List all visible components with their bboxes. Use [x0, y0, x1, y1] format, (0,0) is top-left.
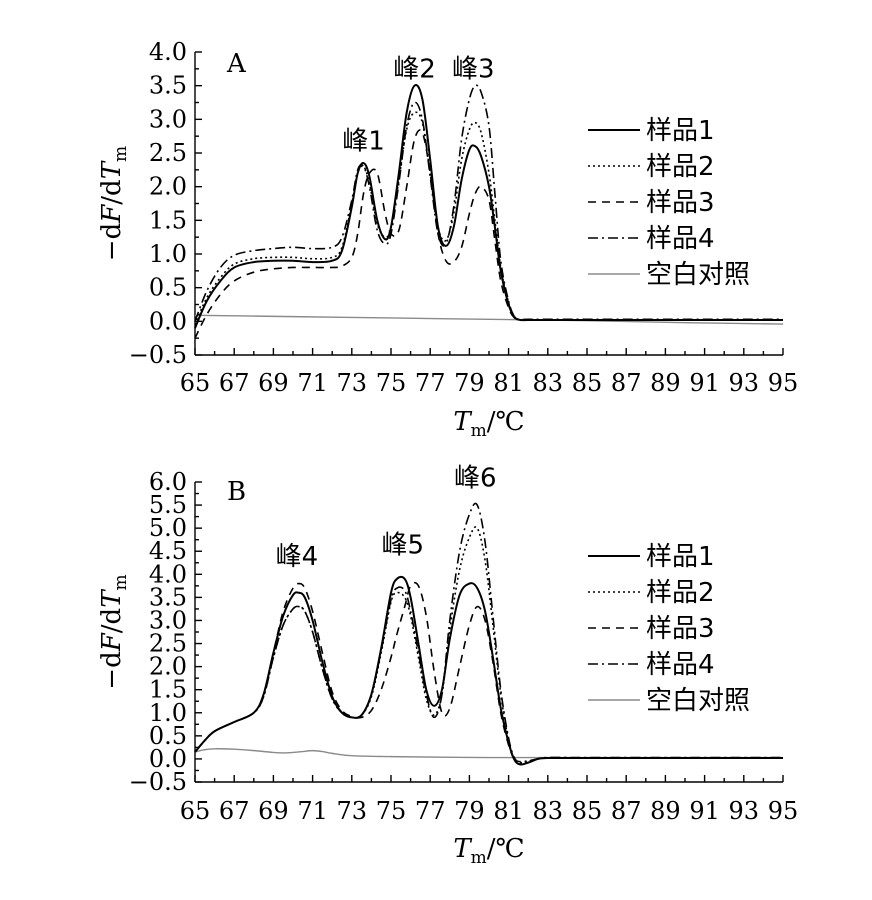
y-tick-label: 2.5 — [149, 139, 187, 167]
y-tick-label: 0.0 — [149, 307, 187, 335]
x-tick-label: 73 — [337, 797, 368, 825]
x-tick-label: 87 — [611, 369, 642, 397]
y-tick-label: −0.5 — [129, 341, 187, 369]
legend-entry: 空白对照 — [646, 686, 750, 716]
x-tick-label: 77 — [415, 369, 446, 397]
legend-entry: 样品2 — [646, 578, 715, 608]
y-tick-label: 3.0 — [149, 606, 187, 634]
legend-entry: 样品2 — [646, 152, 715, 182]
x-tick-label: 95 — [768, 369, 799, 397]
x-tick-label: 69 — [258, 797, 289, 825]
y-tick-label: 3.5 — [149, 72, 187, 100]
legend-entry: 样品4 — [646, 650, 715, 680]
x-tick-label: 71 — [297, 369, 328, 397]
y-tick-label: 3.5 — [149, 583, 187, 611]
peak-label: 峰1 — [342, 127, 385, 157]
y-tick-label: 0.5 — [149, 274, 187, 302]
x-tick-label: 85 — [572, 797, 603, 825]
x-tick-label: 75 — [376, 369, 407, 397]
legend-entry: 样品3 — [646, 614, 715, 644]
peak-label: 峰6 — [454, 464, 497, 494]
chart-panel-A: −0.5 0.0 0.5 1.0 1.5 2.0 2.5 3.0 3.5 4.0 65 67 69 71 7… — [97, 38, 798, 441]
x-tick-label: 81 — [493, 369, 524, 397]
y-tick-label: 6.0 — [149, 468, 187, 496]
legend-entry: 样品1 — [646, 116, 715, 146]
x-tick-label: 85 — [572, 369, 603, 397]
y-axis-label: −dF/dTm — [97, 574, 131, 689]
x-tick-label: 65 — [180, 797, 211, 825]
series-line-1 — [194, 575, 783, 766]
series-line-3 — [194, 581, 783, 766]
panel-label: B — [227, 477, 246, 507]
x-tick-label: 75 — [376, 797, 407, 825]
x-tick-label: 89 — [650, 369, 681, 397]
peak-label: 峰3 — [452, 55, 495, 85]
y-tick-label: 4.0 — [149, 38, 187, 66]
y-tick-label: 1.5 — [149, 676, 187, 704]
x-tick-label: 95 — [768, 797, 799, 825]
x-tick-label: 71 — [297, 797, 328, 825]
x-axis-label: Tm/℃ — [453, 407, 524, 441]
series-line-5 — [194, 748, 783, 759]
x-tick-label: 91 — [689, 369, 720, 397]
y-axis-label: −dF/dTm — [97, 146, 131, 261]
x-tick-label: 91 — [689, 797, 720, 825]
x-axis-label: Tm/℃ — [453, 834, 524, 868]
y-tick-label: 4.5 — [149, 537, 187, 565]
y-tick-label: 4.0 — [149, 560, 187, 588]
x-tick-label: 69 — [258, 369, 289, 397]
y-tick-label: −0.5 — [129, 768, 187, 796]
legend-entry: 样品3 — [646, 188, 715, 218]
y-tick-label: 2.5 — [149, 630, 187, 658]
y-tick-label: 1.0 — [149, 699, 187, 727]
x-tick-label: 77 — [415, 797, 446, 825]
x-tick-label: 65 — [180, 369, 211, 397]
x-tick-label: 81 — [493, 797, 524, 825]
legend-entry: 样品4 — [646, 224, 715, 254]
series-line-5 — [194, 314, 784, 325]
y-tick-label: 2.0 — [149, 173, 187, 201]
x-tick-label: 67 — [219, 369, 250, 397]
y-tick-label: 3.0 — [149, 105, 187, 133]
peak-label: 峰2 — [393, 55, 436, 85]
y-tick-label: 0.5 — [149, 722, 187, 750]
y-tick-label: 5.0 — [149, 514, 187, 542]
x-tick-label: 89 — [650, 797, 681, 825]
peak-label: 峰4 — [276, 542, 319, 572]
y-tick-label: 1.5 — [149, 206, 187, 234]
x-tick-label: 79 — [454, 369, 485, 397]
x-tick-label: 79 — [454, 797, 485, 825]
y-tick-label: 1.0 — [149, 240, 187, 268]
x-tick-label: 83 — [533, 797, 564, 825]
y-tick-label: 0.0 — [149, 745, 187, 773]
x-tick-label: 93 — [729, 369, 760, 397]
y-tick-label: 5.5 — [149, 491, 187, 519]
peak-label: 峰5 — [381, 531, 424, 561]
x-tick-label: 67 — [219, 797, 250, 825]
chart-panel-B: −0.50.00.51.01.52.02.53.03.54.04.55.05.5… — [97, 464, 798, 868]
legend-entry: 空白对照 — [646, 260, 750, 290]
panel-label: A — [226, 49, 247, 79]
x-tick-label: 93 — [729, 797, 760, 825]
x-tick-label: 73 — [337, 369, 368, 397]
legend-entry: 样品1 — [646, 542, 715, 572]
x-tick-label: 87 — [611, 797, 642, 825]
x-tick-label: 83 — [533, 369, 564, 397]
series-line-1 — [194, 84, 783, 329]
y-tick-label: 2.0 — [149, 653, 187, 681]
